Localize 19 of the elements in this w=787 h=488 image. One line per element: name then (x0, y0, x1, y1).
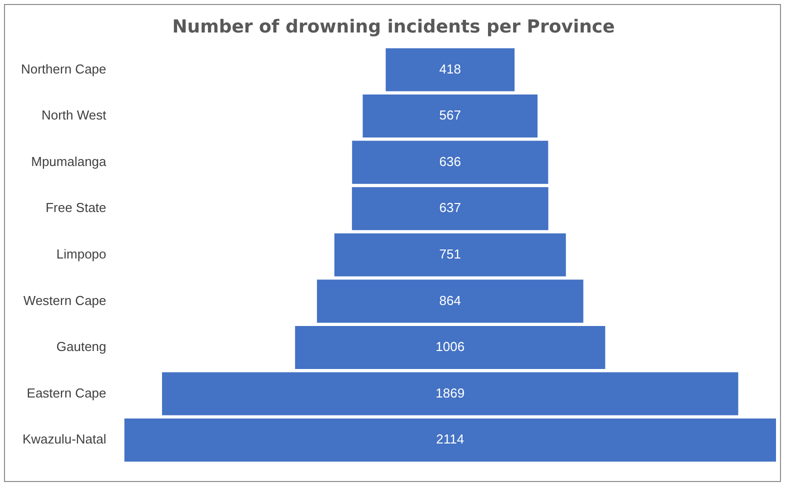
category-label: Western Cape (23, 292, 106, 308)
category-label: Free State (46, 200, 106, 216)
data-label: 751 (439, 246, 461, 262)
text: Number of drowning incidents per Province (172, 16, 615, 38)
data-label: 2114 (436, 432, 464, 447)
category-label: Limpopo (56, 246, 106, 262)
category-label: North West (41, 108, 107, 123)
data-label: 864 (439, 292, 461, 308)
data-label: 1869 (436, 385, 465, 400)
data-label: 567 (439, 108, 461, 123)
data-label: 418 (439, 61, 461, 76)
category-label: Mpumalanga (31, 154, 108, 169)
data-label: 637 (439, 200, 461, 216)
category-label: Northern Cape (20, 61, 106, 76)
category-label: Gauteng (56, 339, 106, 354)
data-label: 636 (439, 154, 461, 169)
category-label: Kwazulu-Natal (22, 432, 106, 447)
data-label: 1006 (436, 339, 465, 354)
category-label: Eastern Cape (26, 385, 106, 400)
